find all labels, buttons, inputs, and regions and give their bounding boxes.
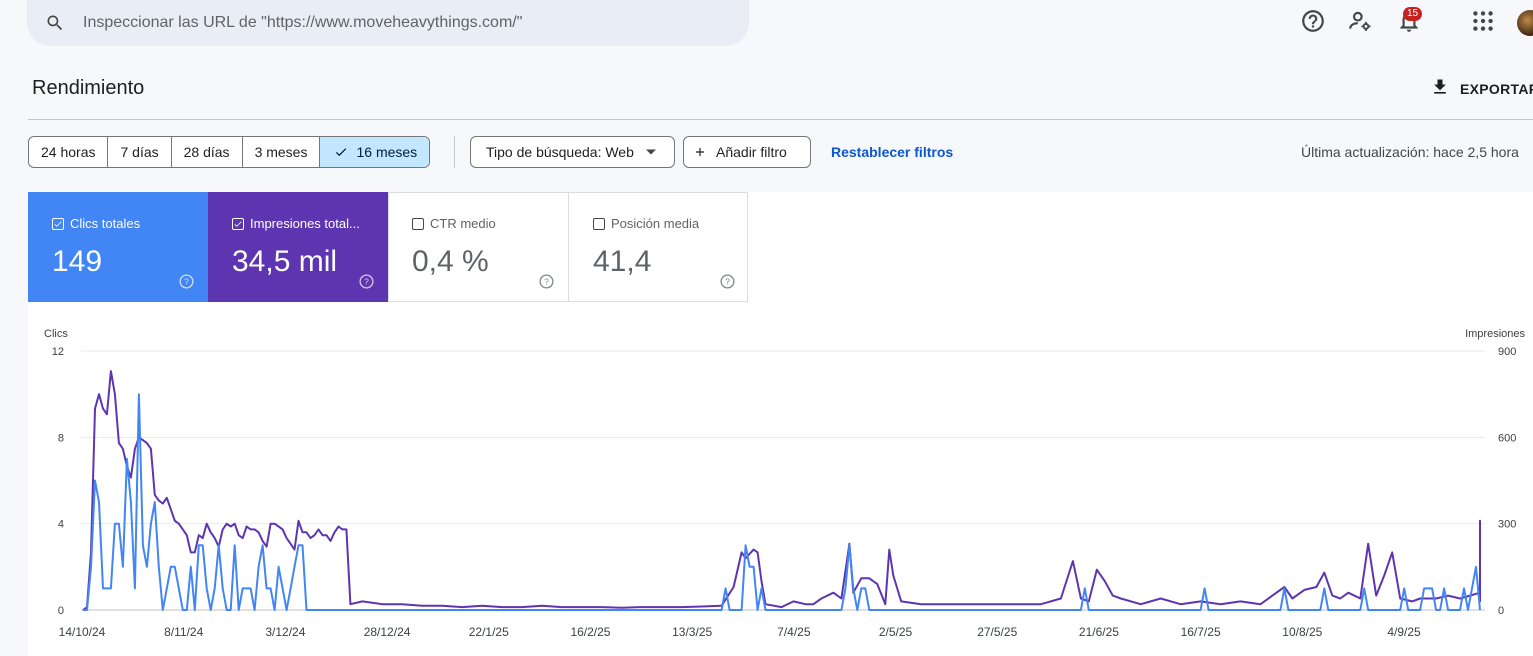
metric-card-impressions[interactable]: Impresiones total... 34,5 mil ?	[208, 192, 388, 302]
x-tick-label: 3/12/24	[265, 625, 305, 639]
clicks-series-line	[83, 393, 1481, 611]
x-tick-label: 4/9/25	[1387, 625, 1421, 639]
notification-count-badge: 15	[1403, 7, 1423, 21]
checkbox-unchecked-icon[interactable]	[593, 217, 605, 230]
right-tick-label: 600	[1498, 432, 1516, 444]
left-axis-label: Clics	[44, 328, 68, 340]
date-range-selector: 24 horas 7 días 28 días 3 meses 16 meses	[28, 136, 431, 168]
x-tick-label: 22/1/25	[469, 625, 509, 639]
search-type-label: Tipo de búsqueda: Web	[486, 144, 634, 160]
x-tick-label: 8/11/24	[164, 625, 203, 639]
x-tick-label: 14/10/24	[59, 625, 106, 639]
range-16m[interactable]: 16 meses	[320, 137, 430, 167]
left-tick-label: 12	[52, 346, 64, 358]
x-tick-label: 28/12/24	[364, 625, 411, 639]
x-tick-label: 16/2/25	[570, 625, 610, 639]
separator	[454, 136, 455, 168]
metric-card-ctr[interactable]: CTR medio 0,4 % ?	[388, 192, 568, 302]
left-tick-label: 8	[58, 432, 64, 444]
metric-value: 34,5 mil	[232, 245, 338, 278]
right-axis-label: Impresiones	[1465, 328, 1525, 340]
x-tick-label: 10/8/25	[1282, 625, 1322, 639]
search-input[interactable]: Inspeccionar las URL de "https://www.mov…	[83, 14, 523, 31]
svg-text:?: ?	[725, 277, 730, 287]
x-tick-label: 13/3/25	[672, 625, 712, 639]
search-icon	[27, 13, 83, 33]
range-16m-label: 16 meses	[356, 144, 418, 160]
left-tick-label: 4	[58, 519, 64, 531]
help-icon[interactable]	[1300, 8, 1326, 39]
metric-label: Impresiones total...	[250, 216, 360, 231]
svg-text:?: ?	[184, 277, 189, 287]
range-28d[interactable]: 28 días	[172, 137, 243, 167]
metric-value: 149	[52, 245, 103, 278]
metric-label: Posición media	[611, 216, 700, 231]
performance-chart[interactable]: Clics Impresiones 0 4 8 12 0 300 600 900 14/10/2…	[28, 320, 1533, 656]
metric-label: Clics totales	[70, 216, 141, 231]
divider	[28, 119, 1533, 120]
export-label: EXPORTAR	[1460, 80, 1533, 97]
avatar[interactable]	[1517, 10, 1533, 36]
checkbox-checked-icon[interactable]	[232, 217, 244, 230]
range-24h[interactable]: 24 horas	[29, 137, 109, 167]
metric-card-position[interactable]: Posición media 41,4 ?	[568, 192, 748, 302]
x-tick-label: 21/6/25	[1079, 625, 1119, 639]
right-tick-label: 300	[1498, 519, 1516, 531]
metric-label: CTR medio	[430, 216, 496, 231]
apps-icon[interactable]	[1470, 8, 1496, 39]
user-settings-icon[interactable]	[1347, 8, 1373, 39]
metric-card-clicks[interactable]: Clics totales 149 ?	[28, 192, 208, 302]
help-icon[interactable]: ?	[178, 273, 195, 295]
metric-value: 0,4 %	[412, 245, 489, 278]
chart-lines	[82, 370, 1481, 611]
chart-ticks: 0 4 8 12 0 300 600 900 14/10/24 8/11/24 3/12/24 28/…	[52, 346, 1517, 639]
x-tick-label: 7/4/25	[777, 625, 811, 639]
add-filter-button[interactable]: Añadir filtro	[683, 136, 811, 168]
top-bar: Inspeccionar las URL de "https://www.mov…	[0, 0, 1533, 50]
download-icon	[1430, 77, 1450, 100]
chart-grid	[81, 350, 1485, 611]
metric-value: 41,4	[593, 245, 652, 278]
checkbox-unchecked-icon[interactable]	[412, 217, 424, 230]
svg-text:?: ?	[364, 277, 369, 287]
last-updated-text: Última actualización: hace 2,5 hora	[1301, 144, 1519, 160]
url-inspect-search[interactable]: Inspeccionar las URL de "https://www.mov…	[27, 0, 749, 46]
impressions-series-line	[82, 370, 1481, 611]
svg-text:?: ?	[544, 277, 549, 287]
export-button[interactable]: EXPORTAR	[1430, 77, 1533, 100]
right-tick-label: 0	[1498, 605, 1504, 617]
x-tick-label: 27/5/25	[977, 625, 1017, 639]
x-tick-label: 2/5/25	[879, 625, 913, 639]
reset-filters-link[interactable]: Restablecer filtros	[831, 144, 954, 160]
plus-icon	[695, 147, 705, 157]
help-icon[interactable]: ?	[719, 273, 736, 295]
help-icon[interactable]: ?	[538, 273, 555, 295]
left-tick-label: 0	[58, 605, 64, 617]
search-type-dropdown[interactable]: Tipo de búsqueda: Web	[470, 136, 675, 168]
range-7d[interactable]: 7 días	[108, 137, 172, 167]
right-tick-label: 900	[1498, 346, 1516, 358]
range-3m[interactable]: 3 meses	[243, 137, 321, 167]
dropdown-arrow-icon	[645, 149, 656, 155]
checkbox-checked-icon[interactable]	[52, 217, 64, 230]
help-icon[interactable]: ?	[358, 273, 375, 295]
check-icon	[336, 148, 347, 157]
page-title: Rendimiento	[32, 77, 145, 99]
add-filter-label: Añadir filtro	[716, 144, 787, 160]
x-tick-label: 16/7/25	[1181, 625, 1221, 639]
